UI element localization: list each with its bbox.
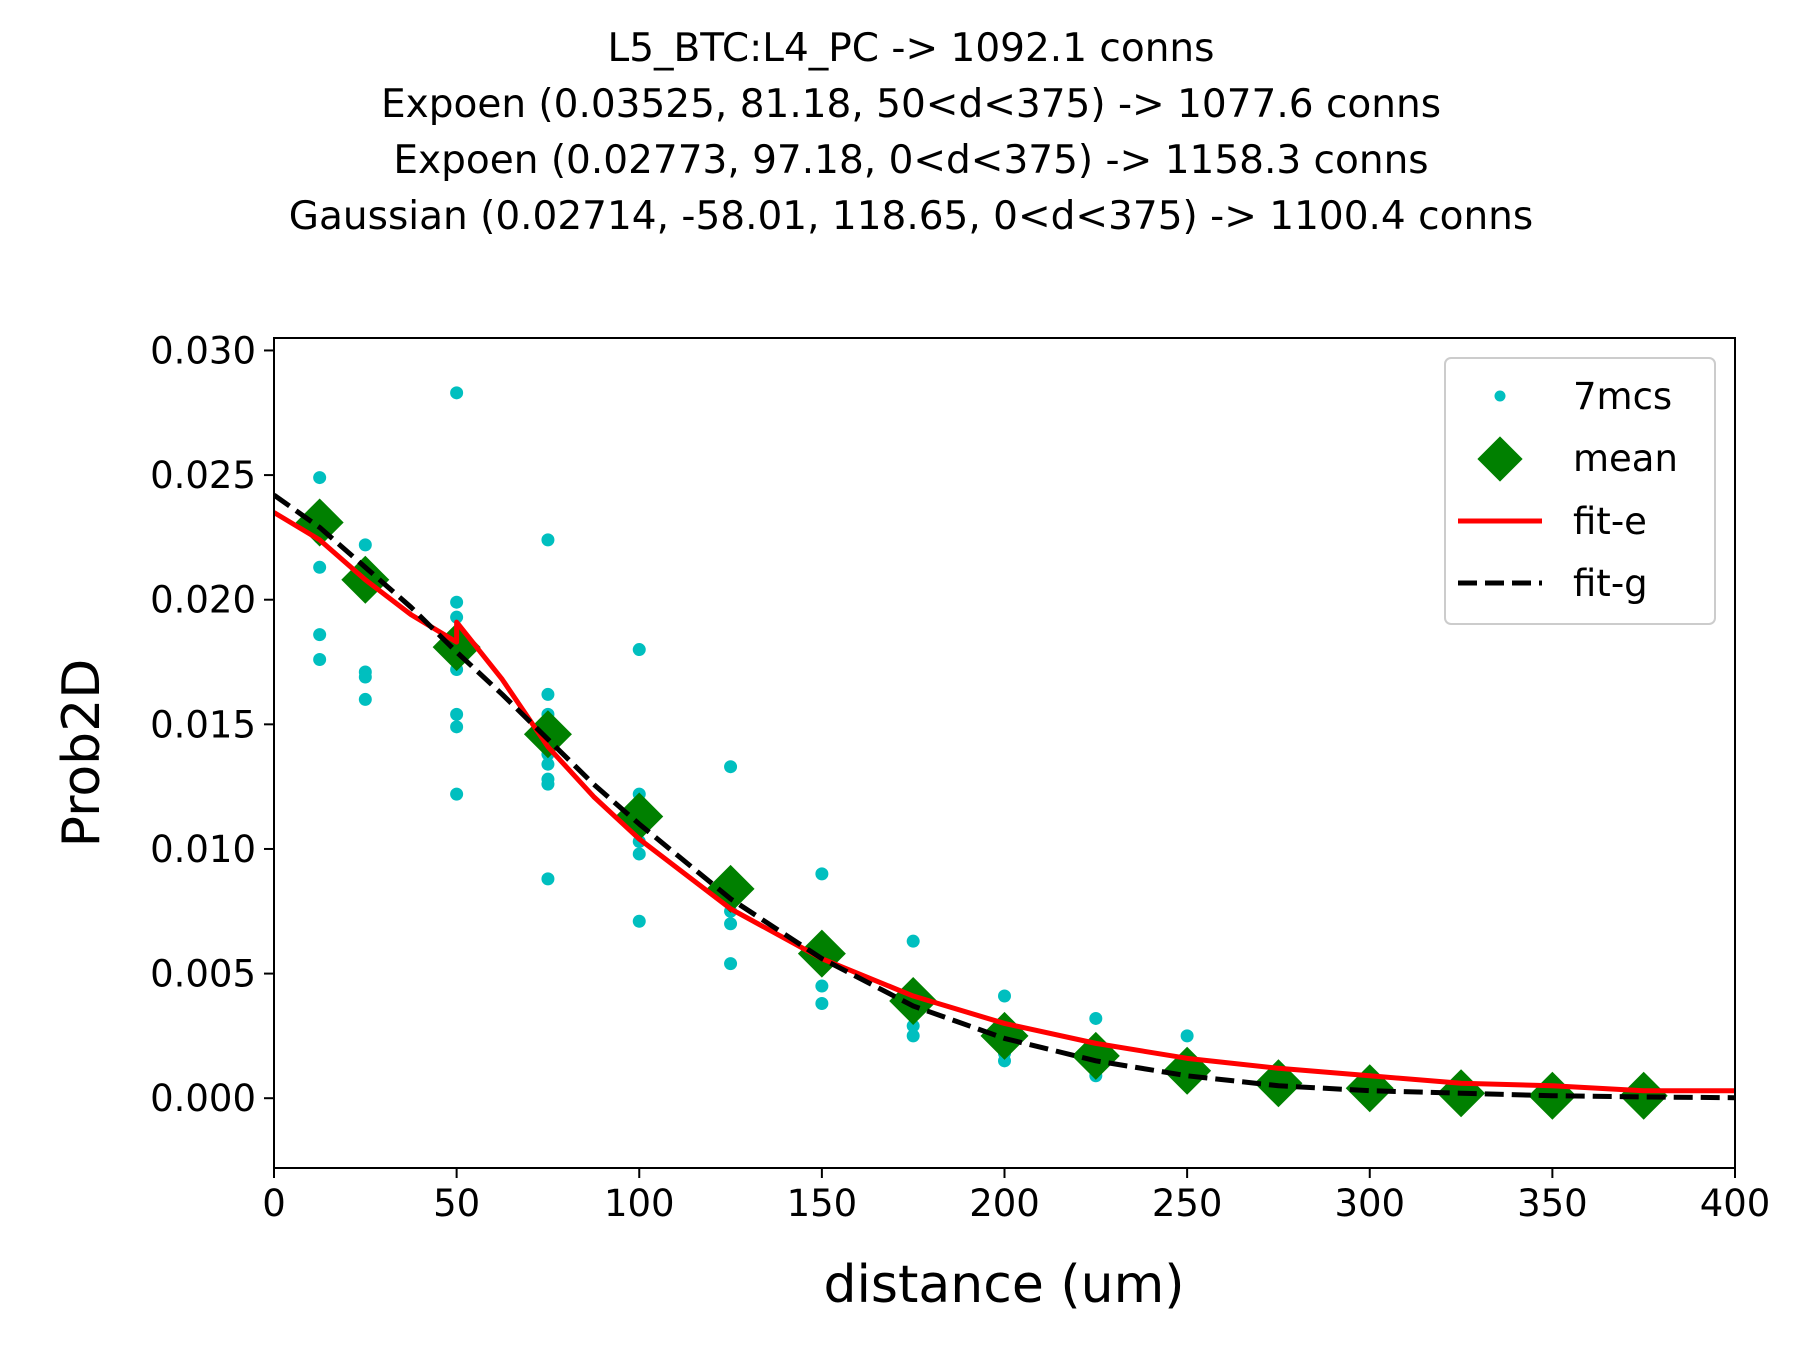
point-7mcs-27 [541,777,555,791]
legend-label-fit-e: fit-e [1573,500,1647,543]
point-7mcs-15 [450,610,464,624]
x-tick-label-8: 400 [1700,1182,1771,1225]
marker-mean-4 [615,792,664,841]
point-7mcs-39 [724,957,738,971]
title-line-4: Gaussian (0.02714, -58.01, 118.65, 0<d<3… [289,194,1533,239]
x-axis-label: distance (um) [823,1255,1184,1315]
point-7mcs-52 [998,1054,1011,1068]
point-7mcs-35 [724,760,738,774]
x-tick-label-5: 250 [1152,1182,1223,1225]
x-tick-label-6: 300 [1334,1182,1405,1225]
point-7mcs-33 [632,847,646,861]
point-7mcs-4 [313,628,327,642]
point-7mcs-21 [541,533,555,547]
point-7mcs-43 [815,979,829,993]
point-7mcs-22 [541,687,555,701]
y-tick-label-6: 0.030 [150,329,256,372]
point-7mcs-48 [906,1029,920,1043]
point-7mcs-47 [906,1019,920,1033]
point-7mcs-13 [450,386,464,400]
marker-mean-3 [523,710,572,759]
point-7mcs-29 [632,643,646,657]
title-line-3: Expoen (0.02773, 97.18, 0<d<375) -> 1158… [393,138,1428,183]
point-7mcs-28 [541,872,555,886]
point-7mcs-10 [358,670,372,684]
x-axis-ticks: 0 50 100 150 200 250 300 350 400 [262,1168,1770,1225]
series-line-fit-g [274,492,1735,1101]
legend-label-fit-g: fit-g [1573,562,1648,605]
point-7mcs-0 [313,471,327,485]
point-7mcs-3 [313,560,327,574]
point-7mcs-38 [724,917,738,931]
point-7mcs-40 [815,867,829,881]
legend-box [1444,357,1716,625]
point-7mcs-14 [450,595,464,609]
point-7mcs-5 [313,653,327,667]
series-line-fit-e [274,510,1735,1094]
point-7mcs-44 [815,996,829,1010]
marker-mean-6 [797,929,846,978]
point-7mcs-11 [358,692,372,706]
legend-swatch-7mcs [1494,390,1506,402]
point-7mcs-57 [1180,1029,1194,1043]
point-7mcs-45 [906,934,920,948]
point-7mcs-53 [1089,1011,1103,1025]
title-line-2: Expoen (0.03525, 81.18, 50<d<375) -> 107… [381,82,1441,127]
marker-mean-15 [1619,1071,1668,1120]
legend-label-7mcs: 7mcs [1573,375,1672,418]
legend-label-mean: mean [1573,437,1678,480]
y-axis-label: Prob2D [52,659,112,848]
y-tick-label-5: 0.025 [150,454,256,497]
x-tick-label-7: 350 [1517,1182,1588,1225]
legend: 7mcs mean fit-e fit-g [1444,357,1716,625]
plot-series-layer [274,386,1735,1120]
point-7mcs-34 [632,914,646,928]
x-tick-label-2: 100 [604,1182,675,1225]
point-7mcs-19 [450,787,464,801]
y-axis-ticks: 0.000 0.005 0.010 0.015 0.020 0.025 0.030 [150,329,274,1120]
point-7mcs-18 [450,720,464,734]
title-line-1: L5_BTC:L4_PC -> 1092.1 conns [608,26,1215,71]
point-7mcs-49 [998,989,1011,1003]
point-7mcs-17 [450,707,464,721]
y-tick-label-1: 0.005 [150,953,256,996]
x-tick-label-0: 0 [262,1182,286,1225]
y-tick-label-3: 0.015 [150,703,256,746]
chart-title: L5_BTC:L4_PC -> 1092.1 conns Expoen (0.0… [289,26,1533,239]
y-tick-label-2: 0.010 [150,828,256,871]
x-tick-label-4: 200 [969,1182,1040,1225]
y-tick-label-0: 0.000 [150,1077,256,1120]
point-7mcs-6 [358,538,372,552]
x-tick-label-3: 150 [787,1182,858,1225]
x-tick-label-1: 50 [433,1182,480,1225]
y-tick-label-4: 0.020 [150,579,256,622]
point-7mcs-25 [541,757,555,771]
